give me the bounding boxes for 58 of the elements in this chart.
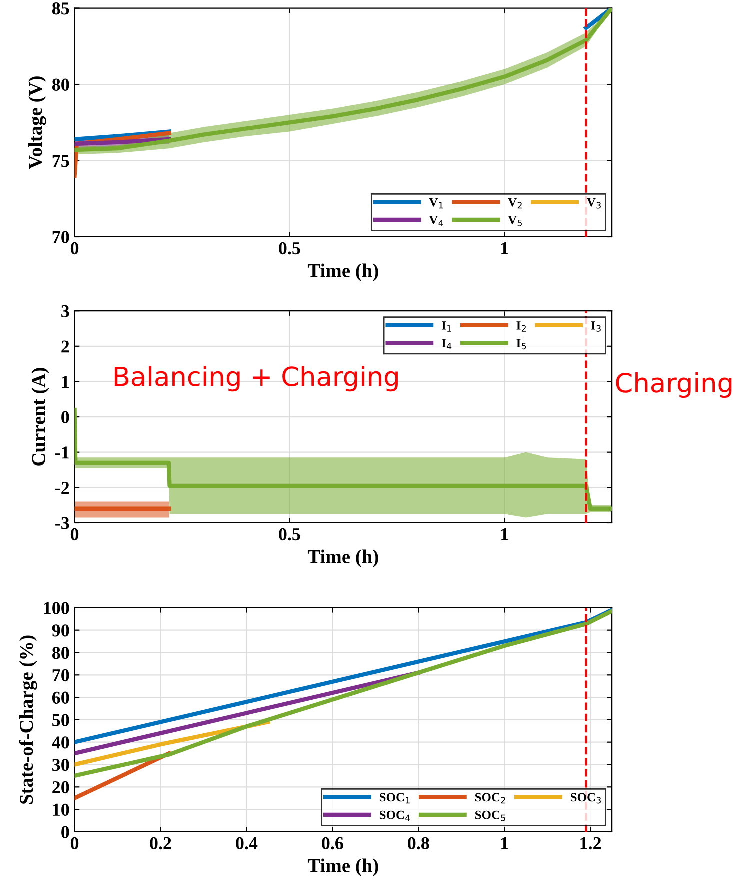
text: Charging — [616, 372, 732, 398]
y-tick-label: 10 — [53, 804, 70, 816]
x-tick-label: 0.8 — [408, 837, 430, 850]
y-tick-label: 20 — [52, 781, 70, 794]
x-axis-title: Time (h) — [308, 550, 378, 568]
y-tick-label: 30 — [52, 759, 70, 772]
legend-label: V$_{5}$ — [508, 216, 522, 226]
y-tick-label: 90 — [52, 624, 70, 637]
legend-label: V$_{3}$ — [587, 198, 601, 209]
x-tick-label: 1 — [502, 837, 508, 850]
legend-label: V$_{2}$ — [508, 198, 522, 209]
y-tick-label: 80 — [52, 78, 70, 91]
x-axis-title: Time (h) — [308, 264, 378, 282]
y-tick-label: 70 — [52, 669, 70, 682]
x-tick-label: 0.4 — [236, 837, 258, 850]
y-tick-label: -2 — [56, 482, 70, 494]
y-tick-label: 0 — [62, 826, 70, 838]
y-tick-label: 40 — [52, 736, 70, 749]
x-tick-label: 0.6 — [322, 837, 344, 850]
x-axis-title: Time (h) — [308, 858, 378, 876]
y-tick-label: 0 — [62, 411, 70, 424]
y-axis-title: Current (A) — [32, 368, 50, 466]
x-tick-label: 1.2 — [580, 837, 602, 850]
y-tick-label: -3 — [56, 517, 70, 530]
y-axis-title: Voltage (V) — [28, 76, 46, 170]
legend-label: I$_{2}$ — [516, 322, 526, 332]
y-tick-label: 75 — [52, 155, 70, 168]
legend-label: SOC$_{2}$ — [475, 793, 506, 804]
y-axis-title: State-of-Charge (%) — [19, 636, 38, 804]
y-tick-label: 70 — [52, 231, 70, 244]
legend-label: SOC$_{1}$ — [380, 793, 410, 804]
legend-label: V$_{1}$ — [429, 198, 444, 209]
x-tick-label: 1 — [502, 242, 508, 254]
y-tick-label: 85 — [52, 2, 70, 15]
y-tick-label: 100 — [44, 602, 70, 614]
y-tick-label: 50 — [52, 714, 70, 726]
legend-label: I$_{3}$ — [591, 322, 601, 332]
legend-label: V$_{4}$ — [429, 216, 444, 226]
y-tick-label: 3 — [62, 305, 70, 318]
x-tick-label: 0 — [70, 837, 79, 850]
y-tick-label: 1 — [62, 376, 69, 388]
annotation: Balancing + Charging — [114, 366, 398, 392]
x-tick-label: 0.2 — [150, 837, 172, 850]
legend-label: SOC$_{3}$ — [570, 793, 601, 804]
y-tick-label: -1 — [56, 446, 69, 459]
legend-label: SOC$_{5}$ — [475, 810, 506, 822]
x-tick-label: 0 — [70, 528, 79, 541]
y-tick-label: 60 — [52, 692, 70, 704]
y-tick-label: 2 — [62, 340, 70, 353]
legend-label: SOC$_{4}$ — [380, 810, 410, 822]
x-tick-label: 0.5 — [279, 528, 300, 541]
x-tick-label: 0 — [70, 242, 79, 255]
legend-label: I$_{4}$ — [442, 339, 452, 350]
x-tick-label: 0.5 — [279, 242, 300, 255]
legend-label: I$_{5}$ — [516, 339, 526, 350]
legend-label: I$_{1}$ — [442, 322, 452, 332]
y-tick-label: 80 — [52, 647, 70, 660]
x-tick-label: 1 — [502, 528, 508, 540]
